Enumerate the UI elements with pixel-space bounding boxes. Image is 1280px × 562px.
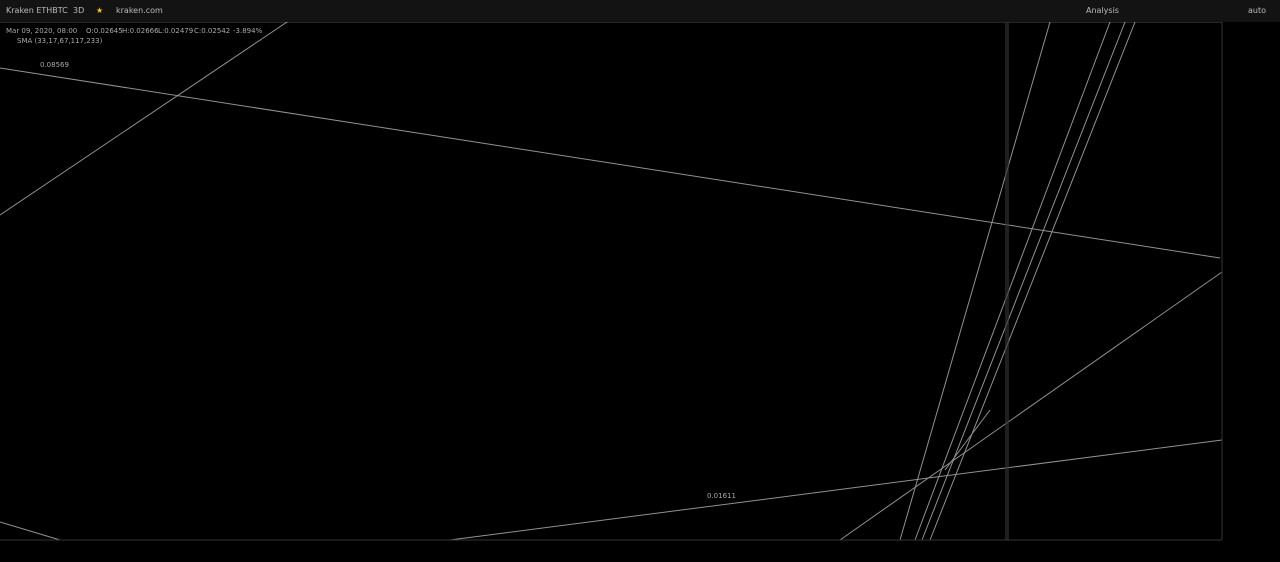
trend-line[interactable] xyxy=(0,67,1221,259)
trend-line[interactable] xyxy=(0,22,290,216)
favorite[interactable]: ★ xyxy=(96,6,104,15)
low-annotation: 0.01611 xyxy=(707,492,736,500)
high-annotation: 0.08569 xyxy=(40,61,69,69)
info-low: L:0.02479 xyxy=(158,27,193,35)
trend-lines xyxy=(0,22,1223,541)
study-legend[interactable]: SMA (33,17,67,117,233) xyxy=(17,37,103,45)
info-open: O:0.02645 xyxy=(86,27,123,35)
trend-line[interactable] xyxy=(914,22,1111,541)
trend-line[interactable] xyxy=(449,439,1223,541)
trend-line[interactable] xyxy=(921,22,1126,541)
trend-line[interactable] xyxy=(929,22,1136,541)
symbol[interactable]: Kraken ETHBTC xyxy=(6,6,68,15)
trend-line[interactable] xyxy=(944,409,991,471)
interval[interactable]: 3D xyxy=(73,6,85,15)
info-high: H:0.02666 xyxy=(122,27,159,35)
trend-line[interactable] xyxy=(0,521,61,541)
scale-mode[interactable]: auto xyxy=(1248,6,1267,15)
info-change: -3.894% xyxy=(233,27,263,35)
source[interactable]: kraken.com xyxy=(116,6,163,15)
toolbar: Kraken ETHBTC 3D ★ kraken.com Analysis a… xyxy=(0,0,1280,23)
trend-line[interactable] xyxy=(839,271,1223,541)
trend-line[interactable] xyxy=(899,22,1051,541)
info-close: C:0.02542 xyxy=(194,27,230,35)
chart: Mar 09, 2020, 08:00 O:0.02645 H:0.02666 … xyxy=(0,22,1280,562)
crosshair xyxy=(1005,22,1009,540)
info-date: Mar 09, 2020, 08:00 xyxy=(6,27,77,35)
analysis[interactable]: Analysis xyxy=(1086,6,1119,15)
price-axis xyxy=(1222,22,1280,562)
